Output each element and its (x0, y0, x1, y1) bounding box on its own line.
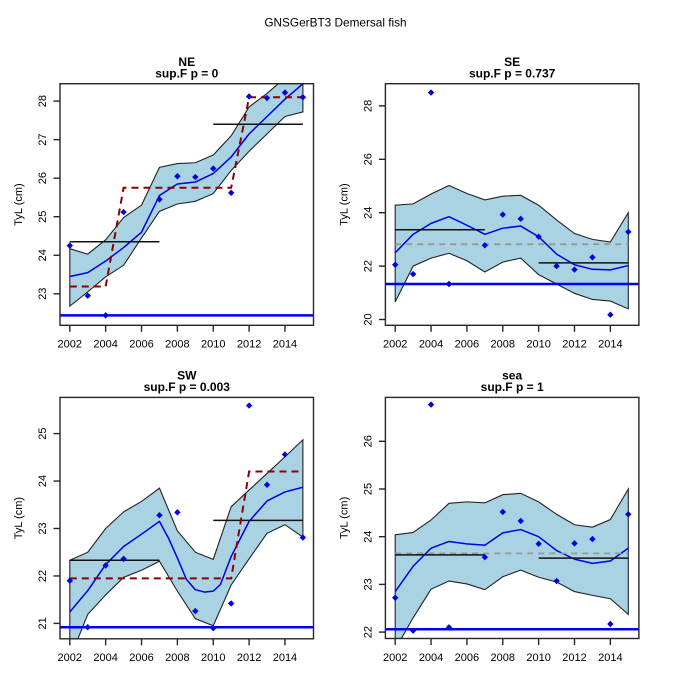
svg-text:2012: 2012 (237, 652, 261, 664)
svg-text:sup.F p = 0.003: sup.F p = 0.003 (144, 380, 231, 394)
svg-text:2004: 2004 (93, 339, 117, 351)
svg-text:2006: 2006 (455, 339, 479, 351)
svg-text:2014: 2014 (273, 339, 297, 351)
svg-text:2006: 2006 (455, 652, 479, 664)
svg-text:GNSGerBT3 Demersal fish: GNSGerBT3 Demersal fish (264, 15, 406, 29)
svg-text:28: 28 (37, 95, 49, 107)
svg-text:2002: 2002 (383, 339, 407, 351)
svg-text:2012: 2012 (562, 339, 586, 351)
svg-text:22: 22 (362, 260, 374, 272)
svg-text:27: 27 (37, 134, 49, 146)
svg-text:22: 22 (362, 626, 374, 638)
svg-text:2006: 2006 (129, 339, 153, 351)
svg-text:23: 23 (362, 578, 374, 590)
svg-text:25: 25 (37, 427, 49, 439)
svg-text:2004: 2004 (419, 339, 443, 351)
svg-text:23: 23 (37, 522, 49, 534)
svg-text:25: 25 (362, 483, 374, 495)
svg-text:sea: sea (502, 369, 522, 383)
svg-text:26: 26 (362, 153, 374, 165)
svg-text:2006: 2006 (129, 652, 153, 664)
svg-text:26: 26 (362, 435, 374, 447)
svg-text:2002: 2002 (58, 652, 82, 664)
svg-text:2002: 2002 (383, 652, 407, 664)
svg-text:20: 20 (362, 313, 374, 325)
svg-text:28: 28 (362, 100, 374, 112)
svg-text:2004: 2004 (419, 652, 443, 664)
svg-text:2014: 2014 (598, 339, 622, 351)
svg-text:2008: 2008 (491, 339, 515, 351)
svg-text:2008: 2008 (165, 652, 189, 664)
svg-text:SW: SW (177, 369, 197, 383)
svg-text:24: 24 (362, 207, 374, 219)
svg-text:NE: NE (178, 55, 195, 69)
svg-text:SE: SE (504, 55, 520, 69)
svg-text:2012: 2012 (562, 652, 586, 664)
svg-text:21: 21 (37, 617, 49, 629)
svg-text:26: 26 (37, 172, 49, 184)
svg-text:25: 25 (37, 211, 49, 223)
svg-text:2010: 2010 (201, 652, 225, 664)
svg-text:2004: 2004 (93, 652, 117, 664)
svg-text:2010: 2010 (526, 652, 550, 664)
svg-text:sup.F p = 0.737: sup.F p = 0.737 (469, 66, 556, 80)
svg-text:22: 22 (37, 570, 49, 582)
svg-text:24: 24 (362, 531, 374, 543)
svg-text:sup.F p = 0: sup.F p = 0 (155, 66, 218, 80)
svg-text:2002: 2002 (58, 339, 82, 351)
svg-text:23: 23 (37, 288, 49, 300)
svg-text:2010: 2010 (201, 339, 225, 351)
svg-text:24: 24 (37, 249, 49, 261)
svg-text:2008: 2008 (491, 652, 515, 664)
svg-text:2008: 2008 (165, 339, 189, 351)
svg-text:2014: 2014 (598, 652, 622, 664)
svg-text:TyL (cm): TyL (cm) (13, 497, 25, 539)
svg-text:TyL (cm): TyL (cm) (338, 183, 350, 225)
svg-text:TyL (cm): TyL (cm) (338, 497, 350, 539)
svg-text:sup.F p = 1: sup.F p = 1 (481, 380, 544, 394)
svg-text:2010: 2010 (526, 339, 550, 351)
svg-text:2014: 2014 (273, 652, 297, 664)
svg-text:TyL (cm): TyL (cm) (13, 183, 25, 225)
svg-text:24: 24 (37, 475, 49, 487)
svg-text:2012: 2012 (237, 339, 261, 351)
